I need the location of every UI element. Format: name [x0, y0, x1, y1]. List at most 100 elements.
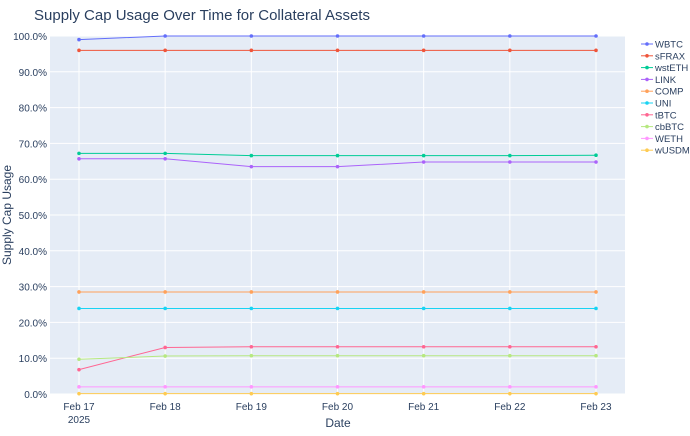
data-point[interactable] — [594, 290, 598, 294]
data-point[interactable] — [594, 153, 598, 158]
data-point[interactable] — [508, 344, 512, 349]
data-point[interactable] — [508, 306, 512, 311]
data-point[interactable] — [77, 48, 81, 53]
legend-item-sfrax[interactable]: sFRAX — [641, 51, 686, 62]
legend-marker — [645, 148, 649, 152]
legend-item-comp[interactable]: COMP — [641, 87, 684, 98]
data-point[interactable] — [163, 34, 167, 38]
data-point[interactable] — [77, 37, 81, 42]
data-point[interactable] — [421, 290, 426, 294]
data-point[interactable] — [163, 48, 167, 53]
data-point[interactable] — [421, 160, 426, 164]
legend-item-weth[interactable]: WETH — [641, 134, 683, 145]
data-point[interactable] — [163, 156, 167, 161]
series-uni-line[interactable] — [77, 306, 598, 311]
legend[interactable]: WBTCsFRAXwstETHLINKCOMPUNItBTCcbBTCWETHw… — [641, 40, 690, 157]
data-point[interactable] — [335, 391, 340, 396]
data-point[interactable] — [163, 290, 167, 294]
data-point[interactable] — [77, 306, 81, 311]
data-point[interactable] — [335, 306, 340, 311]
data-point[interactable] — [335, 34, 340, 38]
legend-marker — [645, 54, 649, 58]
series-link-line[interactable] — [77, 156, 598, 169]
legend-item-wsteth[interactable]: wstETH — [641, 63, 688, 74]
legend-item-tbtc[interactable]: tBTC — [641, 110, 677, 121]
data-point[interactable] — [249, 344, 254, 349]
data-point[interactable] — [594, 353, 598, 358]
data-point[interactable] — [335, 385, 340, 389]
data-point[interactable] — [163, 354, 167, 358]
data-point[interactable] — [421, 48, 426, 53]
data-point[interactable] — [249, 290, 254, 294]
data-point[interactable] — [335, 353, 340, 358]
data-point[interactable] — [594, 344, 598, 349]
data-point[interactable] — [335, 290, 340, 294]
data-point[interactable] — [77, 367, 81, 372]
data-point[interactable] — [249, 164, 254, 169]
legend-item-uni[interactable]: UNI — [641, 99, 671, 110]
data-point[interactable] — [594, 306, 598, 311]
data-point[interactable] — [421, 385, 426, 389]
data-point[interactable] — [77, 290, 81, 294]
data-point[interactable] — [249, 48, 254, 53]
legend-item-link[interactable]: LINK — [641, 75, 677, 86]
series-comp-line[interactable] — [77, 290, 598, 294]
legend-label: WETH — [655, 134, 683, 145]
data-point[interactable] — [421, 306, 426, 311]
data-point[interactable] — [508, 353, 512, 358]
data-point[interactable] — [594, 385, 598, 389]
data-point[interactable] — [508, 391, 512, 396]
data-point[interactable] — [508, 153, 512, 158]
data-point[interactable] — [77, 151, 81, 156]
data-point[interactable] — [508, 34, 512, 38]
series-tbtc-line[interactable] — [77, 344, 598, 372]
data-point[interactable] — [508, 160, 512, 164]
data-point[interactable] — [594, 160, 598, 164]
legend-label: sFRAX — [655, 51, 686, 62]
legend-label: wstETH — [654, 63, 688, 74]
y-tick-label: 60.0% — [19, 175, 47, 186]
data-point[interactable] — [77, 156, 81, 161]
data-point[interactable] — [594, 34, 598, 38]
y-tick-label: 90.0% — [19, 68, 47, 79]
data-point[interactable] — [163, 151, 167, 156]
data-point[interactable] — [163, 391, 167, 396]
series-wusdm-line[interactable] — [77, 391, 598, 396]
data-point[interactable] — [508, 48, 512, 53]
data-point[interactable] — [421, 391, 426, 396]
series-weth-line[interactable] — [77, 385, 598, 389]
data-point[interactable] — [163, 345, 167, 350]
x-year-label: 2025 — [68, 415, 91, 426]
series-sfrax-line[interactable] — [77, 48, 598, 53]
legend-item-cbbtc[interactable]: cbBTC — [641, 122, 684, 133]
series-wbtc-line[interactable] — [77, 34, 598, 42]
data-point[interactable] — [163, 385, 167, 389]
data-point[interactable] — [421, 344, 426, 349]
data-point[interactable] — [249, 391, 254, 396]
data-point[interactable] — [249, 306, 254, 311]
data-point[interactable] — [421, 353, 426, 358]
data-point[interactable] — [77, 385, 81, 389]
series-cbbtc-line[interactable] — [77, 353, 598, 362]
data-point[interactable] — [594, 391, 598, 396]
data-point[interactable] — [163, 306, 167, 311]
data-point[interactable] — [335, 164, 340, 169]
data-point[interactable] — [335, 48, 340, 53]
data-point[interactable] — [249, 34, 254, 38]
data-point[interactable] — [508, 385, 512, 389]
series-wsteth-line[interactable] — [77, 151, 598, 158]
data-point[interactable] — [77, 357, 81, 362]
legend-item-wusdm[interactable]: wUSDM — [641, 146, 690, 157]
data-point[interactable] — [249, 153, 254, 158]
data-point[interactable] — [335, 344, 340, 349]
legend-item-wbtc[interactable]: WBTC — [641, 40, 683, 51]
data-point[interactable] — [594, 48, 598, 53]
data-point[interactable] — [335, 153, 340, 158]
data-point[interactable] — [249, 353, 254, 358]
data-point[interactable] — [421, 34, 426, 38]
data-point[interactable] — [77, 391, 81, 396]
data-point[interactable] — [508, 290, 512, 294]
data-point[interactable] — [249, 385, 254, 389]
data-point[interactable] — [421, 153, 426, 158]
